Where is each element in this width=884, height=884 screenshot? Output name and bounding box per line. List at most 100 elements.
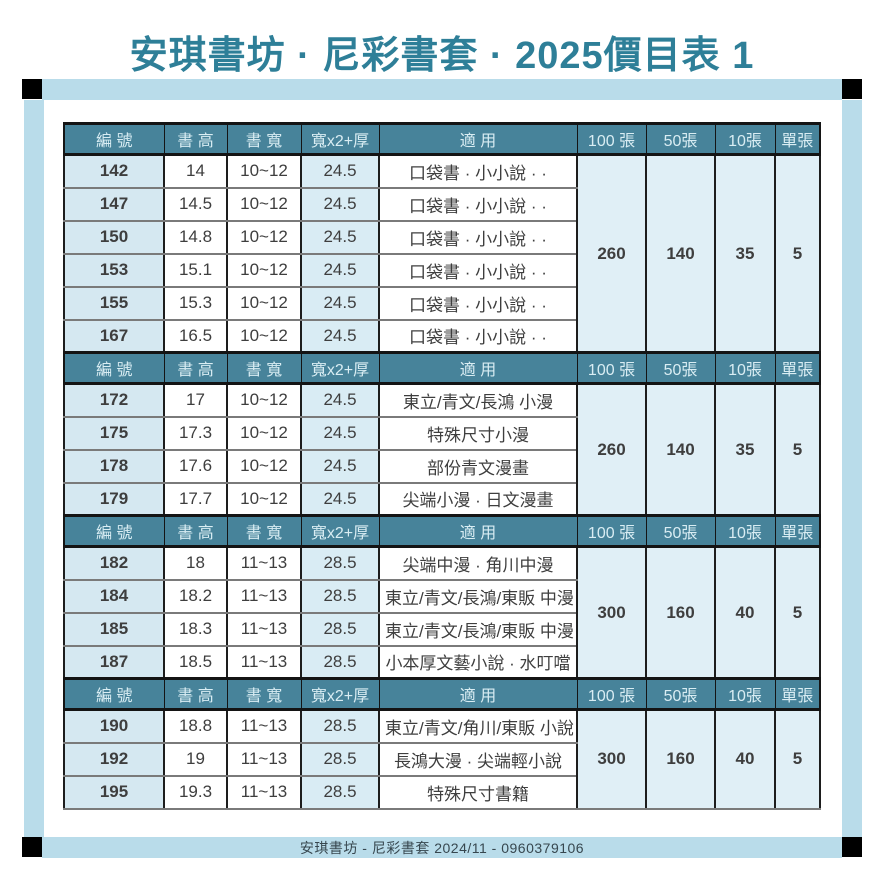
cell-book-height: 18.8 xyxy=(163,708,228,744)
cell-width2-thickness: 28.5 xyxy=(300,774,380,810)
column-header: 10張 xyxy=(714,677,776,711)
cell-applicable: 口袋書 · 小小說 · · xyxy=(378,285,578,321)
cell-applicable: 尖端中漫 · 角川中漫 xyxy=(378,545,578,581)
frame-band-top xyxy=(42,79,842,100)
cell-width2-thickness: 24.5 xyxy=(300,481,380,517)
cell-book-height: 19 xyxy=(163,741,228,777)
table-row: 195 19.3 11~13 28.5 特殊尺寸書籍 xyxy=(63,774,820,810)
column-header: 50張 xyxy=(645,351,716,385)
column-header: 10張 xyxy=(714,514,776,548)
column-header: 適 用 xyxy=(378,677,578,711)
cell-width2-thickness: 28.5 xyxy=(300,578,380,614)
table-row: 182 18 11~13 28.5 尖端中漫 · 角川中漫 300 160 40 5 xyxy=(63,545,821,680)
cell-code: 178 xyxy=(63,448,165,484)
cell-width2-thickness: 28.5 xyxy=(300,741,380,777)
cell-code: 172 xyxy=(63,382,165,418)
column-header: 50張 xyxy=(645,122,716,156)
frame-band-right xyxy=(842,100,862,837)
price-per-100: 300 xyxy=(576,545,647,680)
cell-code: 184 xyxy=(63,578,165,614)
price-per-50: 140 xyxy=(645,382,716,517)
cell-width2-thickness: 24.5 xyxy=(300,448,380,484)
cell-applicable: 口袋書 · 小小說 · · xyxy=(378,219,578,255)
cell-applicable: 東立/青文/長鴻 小漫 xyxy=(378,382,578,418)
cell-width2-thickness: 28.5 xyxy=(300,708,380,744)
price-per-10: 40 xyxy=(714,545,776,680)
cell-book-height: 15.1 xyxy=(163,252,228,288)
table-row: 172 17 10~12 24.5 東立/青文/長鴻 小漫 260 140 35 5 xyxy=(63,382,821,517)
column-header: 編 號 xyxy=(63,514,165,548)
column-header: 書 高 xyxy=(163,677,228,711)
cell-width2-thickness: 24.5 xyxy=(300,219,380,255)
corner-marker-top-right xyxy=(842,79,862,99)
column-header: 適 用 xyxy=(378,122,578,156)
column-header: 書 寬 xyxy=(226,122,302,156)
table-row: 178 17.6 10~12 24.5 部份青文漫畫 xyxy=(63,448,820,484)
cell-book-width: 10~12 xyxy=(226,186,302,222)
cell-book-height: 18.2 xyxy=(163,578,228,614)
table-row: 150 14.8 10~12 24.5 口袋書 · 小小說 · · xyxy=(63,219,820,255)
cell-width2-thickness: 24.5 xyxy=(300,318,380,354)
cell-code: 142 xyxy=(63,153,165,189)
price-per-100: 260 xyxy=(576,153,647,354)
price-per-50: 140 xyxy=(645,153,716,354)
cell-applicable: 東立/青文/長鴻/東販 中漫 xyxy=(378,611,578,647)
table-row: 155 15.3 10~12 24.5 口袋書 · 小小說 · · xyxy=(63,285,820,321)
column-header: 書 寬 xyxy=(226,351,302,385)
cell-book-width: 10~12 xyxy=(226,219,302,255)
cell-width2-thickness: 28.5 xyxy=(300,545,380,581)
column-header: 寬x2+厚 xyxy=(300,677,380,711)
price-per-10: 35 xyxy=(714,382,776,517)
section-header-row: 編 號書 高書 寬寬x2+厚適 用 100 張 50張 10張 單張 xyxy=(63,351,821,385)
column-header: 單張 xyxy=(774,677,821,711)
cell-code: 179 xyxy=(63,481,165,517)
cell-width2-thickness: 28.5 xyxy=(300,644,380,680)
cell-code: 185 xyxy=(63,611,165,647)
table-row: 147 14.5 10~12 24.5 口袋書 · 小小說 · · xyxy=(63,186,820,222)
corner-marker-bottom-left xyxy=(22,837,42,857)
cell-book-width: 10~12 xyxy=(226,153,302,189)
footer-band: 安琪書坊 - 尼彩書套 2024/11 - 0960379106 xyxy=(42,837,842,858)
cell-code: 175 xyxy=(63,415,165,451)
column-header: 書 高 xyxy=(163,351,228,385)
cell-applicable: 口袋書 · 小小說 · · xyxy=(378,186,578,222)
price-per-100: 260 xyxy=(576,382,647,517)
cell-book-width: 11~13 xyxy=(226,774,302,810)
column-header: 100 張 xyxy=(576,122,647,156)
cell-book-width: 10~12 xyxy=(226,448,302,484)
section-header-row: 編 號書 高書 寬寬x2+厚適 用 100 張 50張 10張 單張 xyxy=(63,122,821,156)
cell-book-height: 18 xyxy=(163,545,228,581)
cell-applicable: 尖端小漫 · 日文漫畫 xyxy=(378,481,578,517)
column-header: 寬x2+厚 xyxy=(300,351,380,385)
cell-code: 150 xyxy=(63,219,165,255)
cell-applicable: 口袋書 · 小小說 · · xyxy=(378,318,578,354)
section-header-row: 編 號書 高書 寬寬x2+厚適 用 100 張 50張 10張 單張 xyxy=(63,514,821,548)
cell-book-height: 17 xyxy=(163,382,228,418)
cell-applicable: 長鴻大漫 · 尖端輕小說 xyxy=(378,741,578,777)
cell-book-height: 16.5 xyxy=(163,318,228,354)
cell-book-height: 18.3 xyxy=(163,611,228,647)
section-header-row: 編 號書 高書 寬寬x2+厚適 用 100 張 50張 10張 單張 xyxy=(63,677,821,711)
table-row: 184 18.2 11~13 28.5 東立/青文/長鴻/東販 中漫 xyxy=(63,578,820,614)
column-header: 100 張 xyxy=(576,351,647,385)
cell-width2-thickness: 24.5 xyxy=(300,153,380,189)
table-row: 192 19 11~13 28.5 長鴻大漫 · 尖端輕小說 xyxy=(63,741,820,777)
price-table: 編 號書 高書 寬寬x2+厚適 用 100 張 50張 10張 單張 142 14 10~12… xyxy=(63,122,821,810)
cell-width2-thickness: 24.5 xyxy=(300,285,380,321)
cell-book-height: 17.3 xyxy=(163,415,228,451)
cell-book-height: 14.8 xyxy=(163,219,228,255)
cell-width2-thickness: 28.5 xyxy=(300,611,380,647)
column-header: 適 用 xyxy=(378,514,578,548)
price-per-single: 5 xyxy=(774,153,821,354)
price-per-single: 5 xyxy=(774,708,821,810)
table-row: 187 18.5 11~13 28.5 小本厚文藝小說 · 水叮噹 xyxy=(63,644,820,680)
cell-book-width: 10~12 xyxy=(226,318,302,354)
column-header: 編 號 xyxy=(63,351,165,385)
cell-book-width: 11~13 xyxy=(226,611,302,647)
column-header: 50張 xyxy=(645,514,716,548)
cell-book-width: 10~12 xyxy=(226,382,302,418)
column-header: 100 張 xyxy=(576,514,647,548)
column-header: 50張 xyxy=(645,677,716,711)
cell-book-width: 11~13 xyxy=(226,578,302,614)
cell-book-width: 10~12 xyxy=(226,252,302,288)
